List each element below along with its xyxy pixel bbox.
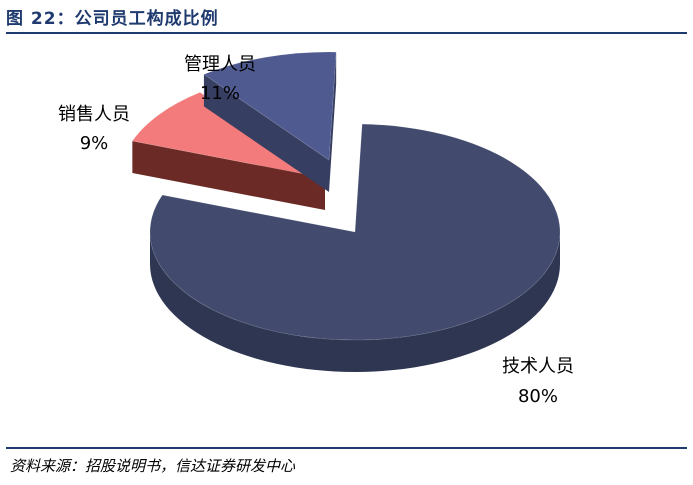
pie-slice-tech <box>149 123 561 372</box>
pie-slice-mgmt <box>203 51 337 192</box>
slice-label-mgmt-pct: 11% <box>200 83 240 104</box>
slice-label-tech-pct: 80% <box>518 386 558 407</box>
slice-label-sales-name: 销售人员 <box>58 104 130 125</box>
slice-label-mgmt-name: 管理人员 <box>184 54 256 75</box>
source-rule <box>6 447 687 449</box>
source-note: 资料来源：招股说明书，信达证券研发中心 <box>10 457 296 475</box>
pie-slice-tech-top <box>149 123 561 341</box>
pie-slice-tech-side <box>150 232 560 372</box>
pie-slice-sales <box>131 91 326 210</box>
slice-label-sales-pct: 9% <box>80 133 109 154</box>
pie-slice-mgmt-top <box>203 51 337 161</box>
pie-slice-sales-side <box>132 92 325 210</box>
figure-title: 图 22：公司员工构成比例 <box>6 9 219 29</box>
title-rule <box>6 32 687 34</box>
pie-slice-mgmt-side <box>203 52 337 192</box>
pie-slice-sales-top <box>131 91 326 179</box>
slice-label-tech-name: 技术人员 <box>502 356 574 377</box>
